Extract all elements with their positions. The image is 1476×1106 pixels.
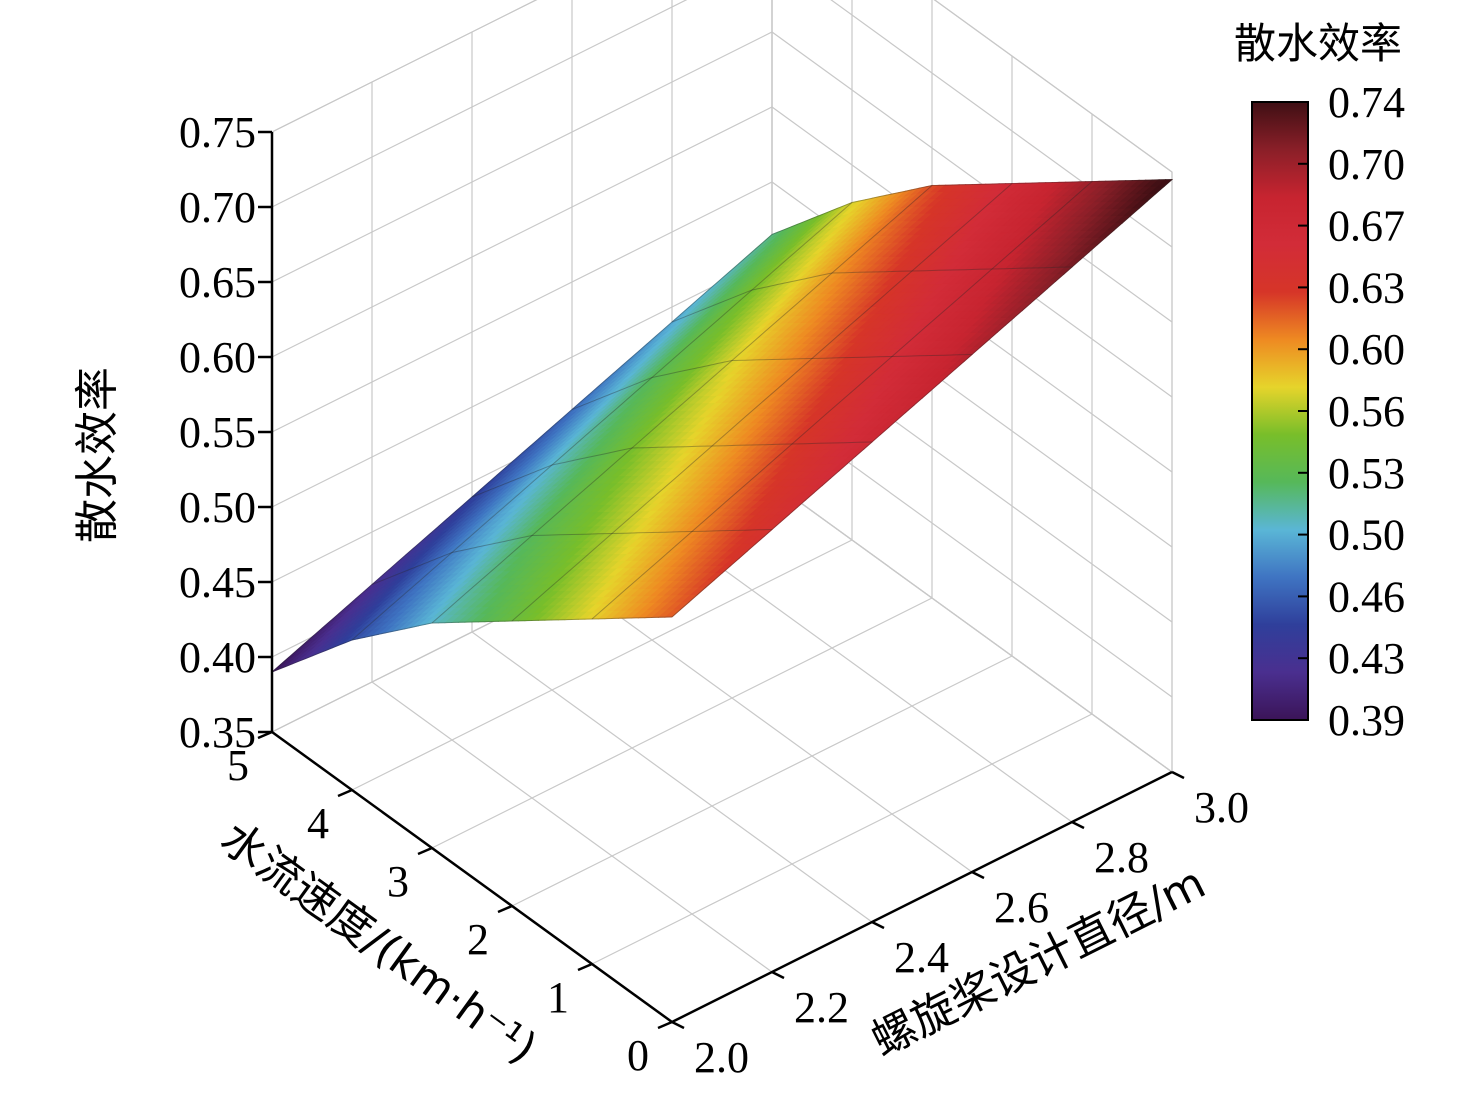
x-tick bbox=[577, 962, 593, 972]
grid-line bbox=[351, 539, 853, 791]
z-tick-label: 0.60 bbox=[179, 333, 256, 382]
z-tick-label: 0.50 bbox=[179, 483, 256, 532]
x-tick-label: 3 bbox=[387, 857, 409, 906]
colorbar: 散水效率 0.74 0.70 0.67 0.63 0.60 0.56 0.53 0.50 0.46… bbox=[1234, 19, 1405, 745]
y-tick bbox=[771, 970, 785, 980]
surface-mesh-line bbox=[591, 181, 1093, 620]
grid-line bbox=[371, 681, 773, 973]
x-tick-label: 1 bbox=[547, 973, 569, 1022]
grid-line bbox=[511, 655, 1013, 907]
surface-mesh-line bbox=[571, 354, 973, 410]
surface-mesh-line bbox=[671, 179, 1173, 618]
x-tick-label: 0 bbox=[627, 1031, 649, 1080]
grid-line bbox=[671, 531, 1073, 823]
grid-line bbox=[271, 181, 1173, 473]
grid-line bbox=[271, 106, 1173, 398]
grid-line bbox=[471, 631, 873, 923]
surface-mesh-line bbox=[271, 616, 673, 673]
colorbar-tick-label: 0.67 bbox=[1328, 202, 1405, 251]
surface-mesh-line bbox=[511, 183, 1013, 622]
y-tick-label: 3.0 bbox=[1194, 783, 1249, 832]
x-tick bbox=[417, 846, 433, 856]
y-axis-line bbox=[671, 770, 1173, 1024]
x-tick-label: 4 bbox=[307, 799, 329, 848]
grid-line bbox=[271, 0, 1173, 248]
x-axis-line bbox=[271, 730, 673, 1024]
z-tick-label: 0.35 bbox=[179, 708, 256, 757]
colorbar-tick-label: 0.70 bbox=[1328, 140, 1405, 189]
y-tick bbox=[871, 920, 885, 930]
surface-mesh-line bbox=[431, 185, 933, 624]
x-tick bbox=[497, 904, 513, 914]
y-tick bbox=[671, 1020, 685, 1030]
grid-line bbox=[591, 713, 1093, 965]
colorbar-tick-label: 0.39 bbox=[1328, 696, 1405, 745]
grid-line bbox=[571, 581, 973, 873]
y-tick-label: 2.4 bbox=[894, 933, 949, 982]
colorbar-tick-label: 0.74 bbox=[1328, 78, 1405, 127]
y-tick-label: 2.2 bbox=[794, 983, 849, 1032]
colorbar-title: 散水效率 bbox=[1234, 19, 1402, 68]
colorbar-tick-label: 0.43 bbox=[1328, 634, 1405, 683]
z-tick-label: 0.45 bbox=[179, 558, 256, 607]
surface-mesh-line bbox=[771, 179, 1173, 235]
surface-mesh-line bbox=[671, 266, 1073, 323]
z-tick-label: 0.55 bbox=[179, 408, 256, 457]
surface-mesh-line bbox=[371, 529, 773, 585]
grid-line bbox=[271, 0, 1173, 173]
surface-mesh-line bbox=[471, 441, 873, 498]
z-tick-label: 0.75 bbox=[179, 108, 256, 157]
y-tick-label: 2.8 bbox=[1094, 833, 1149, 882]
x-tick bbox=[657, 1020, 673, 1030]
z-tick-label: 0.40 bbox=[179, 633, 256, 682]
x-tick bbox=[337, 788, 353, 798]
z-tick-label: 0.70 bbox=[179, 183, 256, 232]
surface-mesh-line bbox=[271, 234, 773, 673]
colorbar-tick-label: 0.60 bbox=[1328, 325, 1405, 374]
z-axis-title: 散水效率 bbox=[72, 367, 123, 543]
y-tick bbox=[1071, 820, 1085, 830]
surface-patch bbox=[664, 609, 682, 618]
colorbar-tick-label: 0.63 bbox=[1328, 263, 1405, 312]
x-tick-label: 2 bbox=[467, 915, 489, 964]
colorbar-tick-label: 0.56 bbox=[1328, 387, 1405, 436]
x-axis-title: 水流速度/(km·h⁻¹) bbox=[211, 812, 546, 1074]
y-tick bbox=[1171, 770, 1185, 780]
z-tick-label: 0.65 bbox=[179, 258, 256, 307]
y-tick-label: 2.6 bbox=[994, 883, 1049, 932]
surface-mesh-line bbox=[351, 202, 853, 641]
y-tick bbox=[971, 870, 985, 880]
colorbar-tick-label: 0.50 bbox=[1328, 511, 1405, 560]
surface bbox=[271, 179, 1174, 673]
x-tick-label: 5 bbox=[227, 741, 249, 790]
colorbar-tick-label: 0.46 bbox=[1328, 572, 1405, 621]
grid-line bbox=[431, 597, 933, 849]
y-tick-label: 2.0 bbox=[694, 1033, 749, 1082]
colorbar-tick-label: 0.53 bbox=[1328, 449, 1405, 498]
